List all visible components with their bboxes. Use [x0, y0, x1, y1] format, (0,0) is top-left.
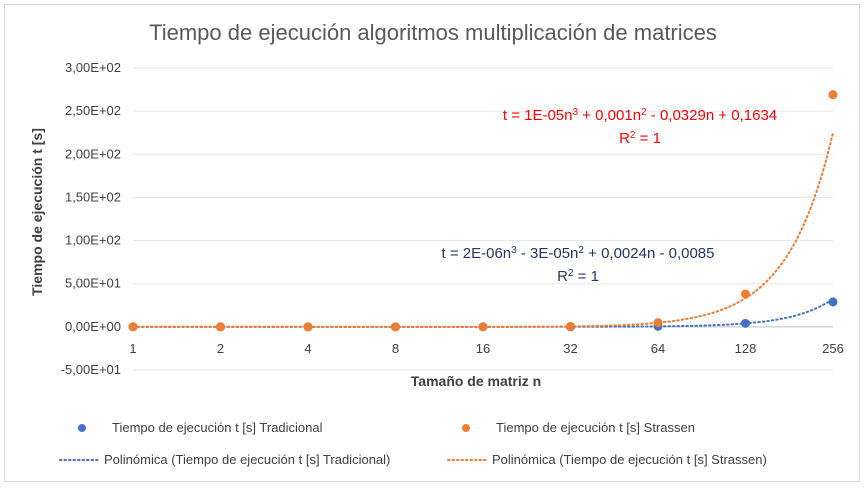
legend-tradicional-trend-label: Polinómica (Tiempo de ejecución t [s] Tr… [104, 452, 390, 467]
trendline-1 [132, 131, 834, 328]
x-tick-label: 128 [735, 341, 757, 356]
y-tick-label: -5,00E+01 [61, 362, 121, 377]
data-point-series-1 [216, 322, 225, 332]
chart-frame [4, 4, 860, 482]
data-point-series-1 [128, 322, 138, 332]
strassen-r2: R2 = 1 [619, 130, 661, 148]
x-tick-label: 4 [304, 341, 311, 356]
data-point-series-1 [391, 322, 400, 332]
legend: Tiempo de ejecución t [s] Tradicional Tie… [59, 420, 767, 467]
x-tick-label: 32 [563, 341, 577, 356]
data-points [128, 90, 838, 332]
x-tick-label: 2 [217, 341, 224, 356]
y-axis-title: Tiempo de ejecución t [s] [29, 128, 45, 296]
trendline-equations: t = 1E-05n3 + 0,001n2 - 0,0329n + 0,1634… [442, 107, 778, 286]
x-tick-label: 16 [476, 341, 490, 356]
y-tick-labels: -5,00E+01 0,00E+00 5,00E+01 1,00E+02 1,50E+0… [61, 60, 121, 377]
y-tick-label: 5,00E+01 [65, 276, 121, 291]
chart-title: Tiempo de ejecución algoritmos multiplic… [149, 20, 717, 45]
x-tick-label: 1 [129, 341, 136, 356]
tradicional-r2: R2 = 1 [557, 268, 599, 286]
legend-tradicional-marker [78, 424, 86, 432]
data-point-series-0 [741, 318, 750, 328]
x-axis-title: Tamaño de matriz n [411, 373, 541, 389]
legend-tradicional-label: Tiempo de ejecución t [s] Tradicional [112, 420, 323, 435]
y-tick-label: 2,50E+02 [65, 103, 121, 118]
data-point-series-1 [303, 322, 313, 332]
trendlines [132, 131, 834, 328]
y-tick-label: 3,00E+02 [65, 60, 121, 75]
data-point-series-1 [653, 318, 663, 328]
data-point-series-0 [828, 297, 838, 307]
y-tick-label: 0,00E+00 [65, 319, 121, 334]
x-tick-label: 8 [392, 341, 399, 356]
x-tick-labels: 1 2 4 8 16 32 64 128 256 [129, 341, 843, 356]
y-tick-label: 2,00E+02 [65, 146, 121, 161]
legend-strassen-label: Tiempo de ejecución t [s] Strassen [496, 420, 695, 435]
x-tick-label: 64 [651, 341, 665, 356]
y-tick-label: 1,00E+02 [65, 233, 121, 248]
legend-strassen-trend-label: Polinómica (Tiempo de ejecución t [s] St… [492, 452, 767, 467]
data-point-series-1 [566, 321, 575, 331]
strassen-equation: t = 1E-05n3 + 0,001n2 - 0,0329n + 0,1634 [503, 107, 777, 125]
x-tick-label: 256 [822, 341, 844, 356]
y-tick-label: 1,50E+02 [65, 189, 121, 204]
data-point-series-1 [478, 322, 488, 332]
tradicional-equation: t = 2E-06n3 - 3E-05n2 + 0,0024n - 0,0085 [442, 245, 715, 263]
gridlines [133, 67, 833, 371]
legend-strassen-marker [462, 424, 470, 432]
data-point-series-1 [828, 90, 838, 100]
data-point-series-1 [741, 289, 750, 299]
